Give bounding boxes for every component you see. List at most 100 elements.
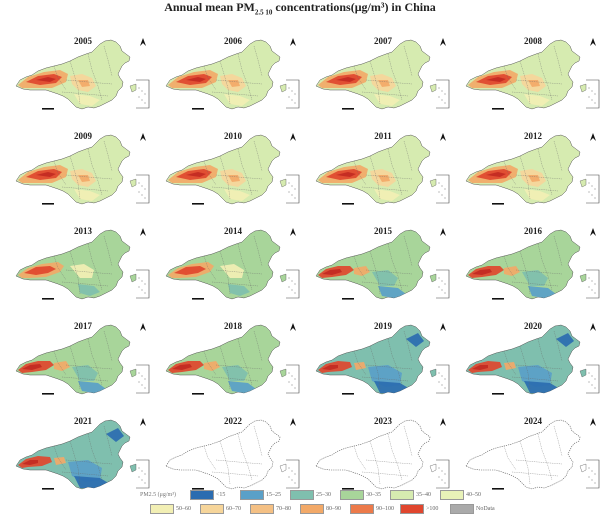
north-arrow-icon — [440, 133, 446, 141]
concentration-zone — [186, 77, 206, 82]
map-panel: 2007 — [308, 30, 458, 128]
legend-swatch — [300, 504, 324, 514]
year-label: 2017 — [74, 321, 92, 331]
map-panel: 2008 — [458, 30, 600, 128]
scale-bar — [42, 203, 54, 205]
concentration-zone — [228, 80, 240, 87]
province-boundaries — [203, 235, 263, 295]
country-outline — [15, 39, 131, 110]
map-panel: 2014 — [158, 220, 308, 318]
legend-item: 40–50 — [440, 490, 481, 500]
map-panel: 2015 — [308, 220, 458, 318]
scale-bar — [42, 108, 54, 110]
south-china-sea-inset — [436, 174, 450, 204]
legend-item: <15 — [190, 490, 225, 500]
legend-item: 90–100 — [350, 504, 394, 514]
south-china-sea-inset — [286, 269, 300, 299]
scale-bar — [42, 488, 54, 490]
concentration-zone — [70, 264, 94, 278]
scale-bar — [492, 488, 504, 490]
scale-bar — [342, 108, 354, 110]
china-map — [165, 418, 300, 490]
legend-item: 30–35 — [340, 490, 381, 500]
province-boundaries — [503, 425, 563, 485]
north-arrow-icon — [140, 228, 146, 236]
scale-bar — [492, 393, 504, 395]
north-arrow-icon — [590, 418, 596, 426]
north-arrow-icon — [290, 133, 296, 141]
country-outline — [15, 419, 131, 490]
legend-swatch — [200, 504, 224, 514]
map-panel: 2022 — [158, 410, 308, 508]
legend-item: NoData — [450, 504, 495, 514]
province-boundaries — [53, 140, 113, 200]
legend-item: 25–30 — [290, 490, 331, 500]
province-boundaries — [503, 330, 563, 390]
legend-item: 70–80 — [250, 504, 291, 514]
concentration-zone — [378, 80, 390, 87]
concentration-zone — [78, 284, 100, 296]
china-map — [165, 323, 300, 395]
map-panel: 2021 — [8, 410, 158, 508]
concentration-zone — [54, 361, 70, 371]
province-boundaries — [203, 45, 263, 105]
concentration-zone — [78, 381, 106, 393]
year-label: 2024 — [524, 416, 542, 426]
year-label: 2015 — [374, 226, 392, 236]
south-china-sea-inset — [136, 174, 150, 204]
legend-swatch — [440, 490, 464, 500]
south-china-sea-inset — [436, 269, 450, 299]
north-arrow-icon — [590, 228, 596, 236]
north-arrow-icon — [440, 228, 446, 236]
year-label: 2008 — [524, 36, 542, 46]
country-outline — [315, 39, 431, 110]
legend-swatch — [190, 490, 214, 500]
province-boundaries — [353, 140, 413, 200]
concentration-zone — [228, 284, 250, 296]
south-china-sea-inset — [436, 459, 450, 489]
legend-item: 35–40 — [390, 490, 431, 500]
concentration-zone — [372, 270, 398, 286]
province-boundaries — [353, 425, 413, 485]
china-map — [15, 133, 150, 205]
north-arrow-icon — [440, 323, 446, 331]
china-map — [465, 133, 600, 205]
north-arrow-icon — [440, 418, 446, 426]
scale-bar — [192, 108, 204, 110]
figure-title: Annual mean PM2.5 10 concentrations(μg/m… — [164, 0, 436, 17]
concentration-zone — [224, 189, 250, 201]
concentration-zone — [220, 264, 244, 278]
concentration-zone — [472, 365, 488, 370]
year-label: 2022 — [224, 416, 242, 426]
south-china-sea-inset — [586, 79, 600, 109]
year-label: 2014 — [224, 226, 242, 236]
scale-bar — [42, 298, 54, 300]
year-label: 2012 — [524, 131, 542, 141]
concentration-zone — [374, 381, 410, 393]
map-panel: 2016 — [458, 220, 600, 318]
legend-label: 70–80 — [276, 506, 291, 512]
legend-swatch — [340, 490, 364, 500]
year-label: 2019 — [374, 321, 392, 331]
year-label: 2020 — [524, 321, 542, 331]
year-label: 2007 — [374, 36, 392, 46]
map-panel: 2018 — [158, 315, 308, 413]
map-panel: 2006 — [158, 30, 308, 128]
concentration-zone — [524, 189, 550, 201]
legend-label: 50–60 — [176, 506, 191, 512]
china-map — [465, 228, 600, 300]
legend-label: 15–25 — [266, 492, 281, 498]
north-arrow-icon — [440, 38, 446, 46]
south-china-sea-inset — [286, 174, 300, 204]
map-panel: 2005 — [8, 30, 158, 128]
concentration-zone — [336, 77, 356, 82]
year-label: 2011 — [374, 131, 392, 141]
china-map — [15, 38, 150, 110]
year-label: 2005 — [74, 36, 92, 46]
concentration-zone — [336, 172, 356, 177]
china-map — [15, 323, 150, 395]
north-arrow-icon — [140, 323, 146, 331]
legend-item: 15–25 — [240, 490, 281, 500]
legend-label: 25–30 — [316, 492, 331, 498]
year-label: 2010 — [224, 131, 242, 141]
